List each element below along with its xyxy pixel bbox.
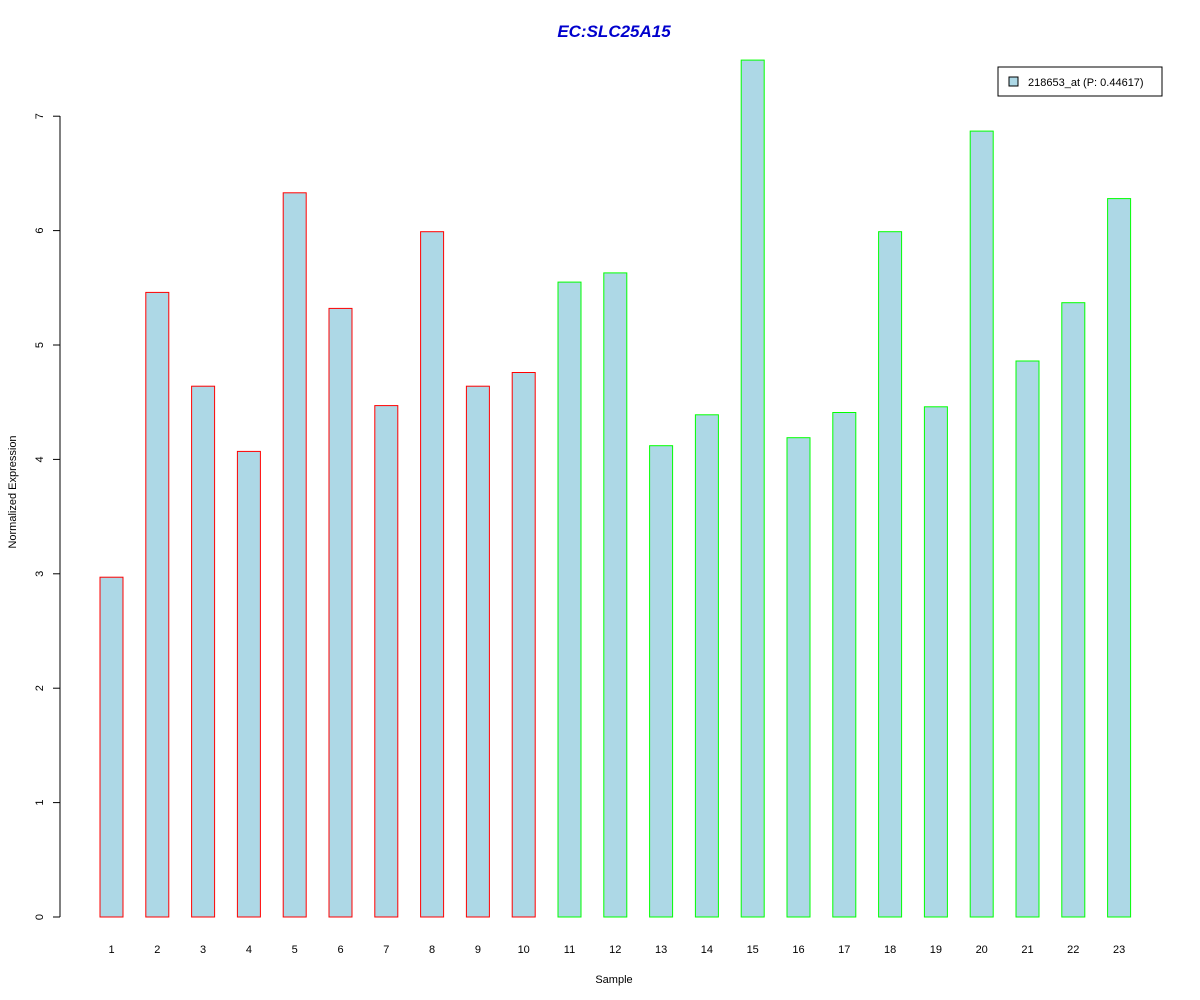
bar	[603, 272, 628, 918]
bar	[511, 372, 536, 918]
x-tick-label: 2	[154, 944, 160, 956]
bar	[236, 450, 261, 918]
x-tick-label: 8	[429, 944, 435, 956]
x-tick-label: 23	[1113, 944, 1125, 956]
bar	[191, 385, 216, 918]
bars	[99, 59, 1132, 918]
x-tick-label: 12	[609, 944, 621, 956]
x-tick-label: 16	[792, 944, 804, 956]
x-tick-label: 20	[976, 944, 988, 956]
bar	[1107, 198, 1132, 918]
y-tick-label: 0	[34, 914, 46, 920]
x-tick-label: 15	[747, 944, 759, 956]
y-tick-label: 3	[34, 571, 46, 577]
x-tick-labels: 1 2 3 4 5 6 7 8 9 10 11 12 13 14 15 16 17 18 19 20 21 22 23	[108, 944, 1125, 956]
legend-label: 218653_at (P: 0.44617)	[1028, 77, 1144, 89]
bar	[694, 414, 719, 918]
bar	[374, 405, 399, 918]
legend-box	[997, 66, 1163, 97]
x-tick-label: 13	[655, 944, 667, 956]
bar	[786, 437, 811, 918]
chart-title: EC:SLC25A15	[557, 22, 671, 41]
y-axis: 0 1 2 3 4 5 6 7	[34, 113, 61, 920]
bar	[557, 281, 582, 918]
y-tick-label: 1	[34, 800, 46, 806]
bar	[1015, 360, 1040, 918]
y-tick-label: 7	[34, 113, 46, 119]
bar	[282, 192, 307, 918]
bar	[649, 445, 674, 918]
bar	[923, 406, 948, 918]
x-tick-label: 7	[383, 944, 389, 956]
y-tick-label: 6	[34, 228, 46, 234]
x-axis-label: Sample	[595, 974, 632, 986]
x-tick-label: 10	[518, 944, 530, 956]
x-tick-label: 21	[1021, 944, 1033, 956]
x-tick-label: 11	[564, 944, 575, 956]
x-tick-label: 1	[108, 944, 114, 956]
x-tick-label: 18	[884, 944, 896, 956]
bar	[99, 576, 124, 918]
bar	[740, 59, 765, 918]
bar	[832, 412, 857, 918]
x-tick-label: 17	[838, 944, 850, 956]
x-tick-label: 6	[337, 944, 343, 956]
x-tick-label: 19	[930, 944, 942, 956]
x-tick-label: 22	[1067, 944, 1079, 956]
bar	[1061, 302, 1086, 918]
bar	[328, 307, 353, 918]
y-axis-label: Normalized Expression	[7, 435, 19, 548]
x-tick-label: 14	[701, 944, 713, 956]
y-tick-label: 2	[34, 685, 46, 691]
y-tick-label: 5	[34, 342, 46, 348]
x-tick-label: 9	[475, 944, 481, 956]
bar	[878, 231, 903, 918]
bar	[145, 291, 170, 918]
bar	[969, 130, 994, 918]
x-tick-label: 4	[246, 944, 252, 956]
x-tick-label: 3	[200, 944, 206, 956]
legend: 218653_at (P: 0.44617)	[997, 66, 1163, 97]
bar	[465, 385, 490, 918]
y-tick-label: 4	[34, 456, 46, 462]
y-ticks: 0 1 2 3 4 5 6 7	[34, 113, 60, 920]
x-tick-label: 5	[292, 944, 298, 956]
legend-swatch	[1008, 76, 1019, 87]
bar	[420, 231, 445, 918]
